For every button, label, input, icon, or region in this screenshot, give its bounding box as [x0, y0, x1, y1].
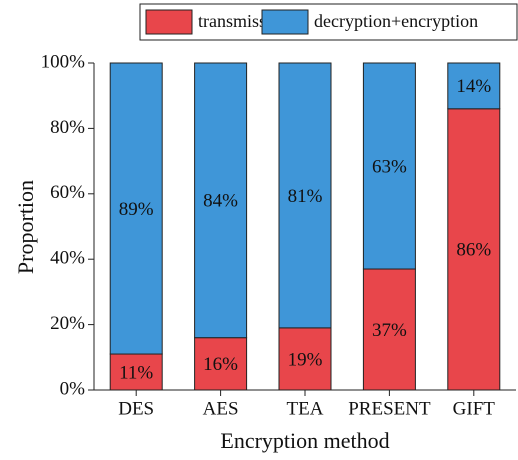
value-label: 81%	[288, 186, 323, 207]
legend-box	[139, 3, 518, 41]
bar-segment	[362, 62, 416, 270]
x-tick-label: DES	[118, 398, 154, 419]
bar-segment	[109, 62, 163, 355]
bar-segment	[194, 337, 248, 391]
value-label: 89%	[119, 199, 154, 220]
value-label: 86%	[456, 240, 491, 261]
y-tick-label: 60%	[50, 182, 85, 203]
x-axis-label: Encryption method	[220, 428, 389, 453]
value-label: 84%	[203, 191, 238, 212]
legend-label: decryption+encryption	[314, 11, 478, 31]
y-tick-label: 40%	[50, 248, 85, 269]
y-axis-label: Proportion	[13, 180, 38, 274]
bar-segment	[278, 62, 332, 329]
value-label: 37%	[372, 320, 407, 341]
y-tick-label: 20%	[50, 313, 85, 334]
value-label: 19%	[288, 349, 323, 370]
value-label: 14%	[456, 76, 491, 97]
value-label: 16%	[203, 354, 238, 375]
y-tick-label: 100%	[41, 51, 86, 72]
value-label: 11%	[119, 362, 153, 383]
x-tick-label: TEA	[287, 398, 324, 419]
legend-swatch	[261, 9, 309, 35]
bar-segment	[194, 62, 248, 339]
bar-segment	[447, 108, 501, 391]
x-tick-label: AES	[203, 398, 239, 419]
x-tick-label: PRESENT	[348, 398, 431, 419]
legend-swatch	[145, 9, 193, 35]
value-label: 63%	[372, 156, 407, 177]
x-tick-label: GIFT	[453, 398, 496, 419]
y-tick-label: 80%	[50, 117, 85, 138]
bar-segment	[362, 268, 416, 391]
bar-segment	[447, 62, 501, 110]
y-tick-label: 0%	[60, 378, 86, 399]
